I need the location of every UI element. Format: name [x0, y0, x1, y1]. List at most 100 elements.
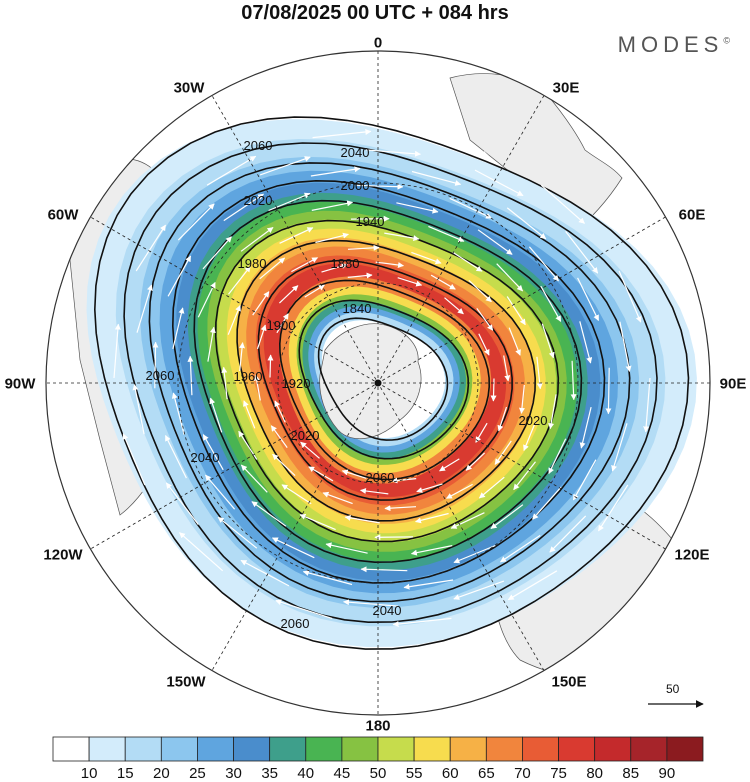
lon-label-120e: 120E: [674, 546, 710, 564]
streamline-arrow: [468, 279, 492, 303]
streamline-arrow: [344, 514, 380, 524]
contour-label: 1960: [234, 369, 263, 384]
streamline-arrow: [474, 169, 524, 197]
contour-label: 1940: [356, 214, 385, 229]
streamline-arrow: [431, 137, 489, 157]
contour-label: 1840: [343, 301, 372, 316]
lon-label-30e: 30E: [552, 79, 580, 97]
colorbar-swatch: [630, 736, 668, 762]
streamline-arrow: [217, 516, 258, 549]
colorbar-tick-label: 50: [369, 765, 387, 782]
brand-name: MODES: [617, 32, 724, 57]
streamline-arrow: [605, 367, 612, 415]
streamline-arrow: [508, 327, 521, 356]
streamline-arrow: [259, 257, 286, 280]
colorbar-swatch: [522, 736, 559, 762]
colorbar-tick-label: 90: [658, 765, 676, 782]
streamline-arrow: [490, 504, 524, 529]
streamline-arrow: [268, 192, 311, 212]
contour-label: 1920: [282, 376, 311, 391]
colorbar-swatch: [594, 736, 632, 762]
streamline-arrow: [135, 224, 167, 272]
colorbar: [52, 736, 704, 762]
streamline-arrow: [477, 229, 513, 255]
colorbar-tick-label: 35: [261, 765, 278, 782]
contour-label: 2060: [366, 470, 395, 485]
colorbar-swatch: [197, 736, 234, 762]
streamline-arrow: [500, 534, 541, 563]
streamline-arrow: [347, 272, 373, 279]
streamline-arrow: [475, 422, 488, 443]
streamline-arrow: [202, 236, 232, 270]
streamline-arrow: [281, 484, 312, 505]
colorbar-swatch: [341, 736, 379, 762]
streamline-arrow: [548, 438, 567, 475]
streamline-arrow: [403, 579, 454, 590]
streamline-arrow: [202, 434, 224, 471]
contour-label: 2020: [519, 413, 548, 428]
colorbar-swatch: [124, 736, 162, 762]
streamline-arrow: [223, 193, 264, 222]
streamline-arrow: [136, 284, 153, 333]
lon-label-60e: 60E: [678, 206, 706, 224]
streamline-arrow: [507, 570, 558, 601]
streamline-arrow: [179, 532, 224, 572]
streamline-arrow: [439, 458, 460, 472]
streamline-arrow: [549, 515, 587, 553]
contour-line-8: [278, 279, 491, 481]
streamline-arrow: [384, 232, 420, 242]
streamline-arrow: [272, 453, 296, 477]
streamline-arrow: [171, 392, 185, 435]
colorbar-tick-label: 45: [333, 765, 351, 782]
lon-label-60w: 60W: [47, 206, 79, 224]
streamline-arrow: [207, 326, 216, 362]
streamline-arrow: [310, 166, 361, 177]
contour-label: 2060: [281, 616, 310, 631]
streamline-arrow: [276, 313, 289, 334]
streamline-arrow: [122, 433, 146, 486]
contour-line-1: [123, 142, 658, 624]
streamline-arrow: [643, 377, 651, 433]
streamline-arrow: [341, 469, 367, 479]
streamline-arrow: [597, 484, 629, 532]
colorbar-tick-label: 15: [116, 765, 134, 782]
streamline-arrow: [452, 251, 483, 272]
streamline-arrow: [206, 155, 257, 186]
lon-label-150e: 150E: [551, 673, 587, 691]
streamline-arrow: [411, 251, 442, 265]
streamline-arrow: [360, 566, 408, 573]
streamline-arrow: [611, 423, 628, 472]
streamline-arrow: [259, 156, 311, 176]
streamline-arrow: [396, 202, 439, 214]
streamline-arrow: [251, 501, 287, 527]
streamline-arrow: [494, 440, 512, 465]
contour-label: 2040: [341, 145, 370, 160]
contour-line-3: [171, 179, 606, 584]
streamline-arrow: [187, 355, 194, 396]
colorbar-swatch: [160, 736, 198, 762]
streamline-arrow: [291, 257, 319, 273]
contour-line-10: [317, 317, 449, 441]
contour-label: 1880: [331, 256, 360, 271]
streamline-arrow: [410, 545, 453, 556]
contour-label: 2040: [373, 603, 402, 618]
streamline-arrow: [579, 406, 592, 449]
streamline-arrow: [523, 421, 537, 452]
streamline-arrow: [315, 232, 349, 244]
colorbar-tick-label: 25: [189, 765, 206, 782]
streamline-arrow: [322, 491, 353, 505]
streamline-arrow: [172, 307, 185, 350]
streamline-arrow: [570, 360, 577, 401]
wind-speed-shading: [86, 119, 697, 648]
streamline-arrow: [577, 277, 600, 322]
colorbar-swatch: [233, 736, 271, 762]
contour-label: 2000: [341, 178, 370, 193]
lon-label-90e: 90E: [719, 375, 747, 393]
contour-label: 1980: [238, 256, 267, 271]
colorbar-swatch: [413, 736, 451, 762]
streamline-arrow: [478, 333, 490, 356]
contour-label: 1900: [267, 318, 296, 333]
streamline-arrow: [270, 425, 288, 448]
streamline-arrow: [453, 580, 505, 600]
